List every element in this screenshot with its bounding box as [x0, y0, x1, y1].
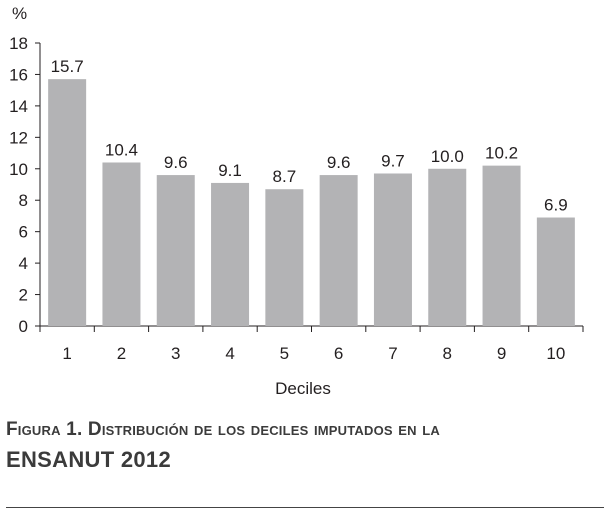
data-label: 10.4: [105, 140, 138, 159]
y-tick-label: 10: [9, 160, 28, 179]
data-label: 10.0: [431, 147, 464, 166]
x-tick-label: 7: [388, 344, 397, 363]
bar-decile-4: [211, 182, 250, 326]
y-tick-label: 4: [19, 254, 28, 273]
data-label: 6.9: [544, 196, 568, 215]
y-tick-label: 6: [19, 223, 28, 242]
x-tick-label: 8: [443, 344, 452, 363]
bars: [48, 79, 575, 327]
y-tick-label: 14: [9, 97, 28, 116]
data-label: 9.6: [327, 153, 351, 172]
bar-decile-9: [482, 165, 521, 326]
y-axis-label: %: [12, 4, 27, 23]
y-tick-label: 8: [19, 191, 28, 210]
x-axis-label: Deciles: [275, 379, 331, 398]
y-tick-label: 0: [19, 317, 28, 336]
y-tick-label: 18: [9, 34, 28, 53]
x-tick-label: 9: [497, 344, 506, 363]
bar-decile-10: [536, 217, 575, 326]
x-tick-label: 5: [280, 344, 289, 363]
caption-line-1: Figura 1. Distribución de los deciles im…: [6, 419, 440, 440]
x-tick-label: 4: [225, 344, 234, 363]
data-label: 9.7: [381, 151, 405, 170]
bar-decile-3: [156, 175, 195, 326]
x-axis: 1 2 3 4 5 6 7 8 9 10: [39, 325, 584, 363]
data-label: 15.7: [51, 57, 84, 76]
data-label: 9.1: [218, 161, 242, 180]
bar-decile-5: [265, 189, 304, 326]
y-tick-label: 2: [19, 286, 28, 305]
data-label: 10.2: [485, 144, 518, 163]
data-label: 9.6: [164, 153, 188, 172]
x-tick-label: 10: [546, 344, 565, 363]
bottom-rule: [6, 507, 604, 508]
caption-line-2: ENSANUT 2012: [6, 446, 171, 472]
value-labels: 15.7 10.4 9.6 9.1 8.7 9.6 9.7 10.0 10.2 6.9: [51, 57, 568, 214]
x-tick-label: 6: [334, 344, 343, 363]
bar-decile-6: [319, 175, 358, 326]
bar-decile-7: [373, 173, 412, 326]
bar-decile-1: [48, 79, 87, 327]
bar-decile-8: [428, 168, 467, 326]
y-tick-label: 12: [9, 128, 28, 147]
y-tick-label: 16: [9, 65, 28, 84]
y-axis: 0 2 4 6 8 10 12 14 16 18: [9, 34, 41, 336]
x-tick-label: 1: [62, 344, 71, 363]
data-label: 8.7: [273, 167, 297, 186]
x-tick-label: 3: [171, 344, 180, 363]
x-tick-label: 2: [117, 344, 126, 363]
bar-decile-2: [102, 162, 141, 326]
figure-caption: Figura 1. Distribución de los deciles im…: [6, 418, 604, 473]
